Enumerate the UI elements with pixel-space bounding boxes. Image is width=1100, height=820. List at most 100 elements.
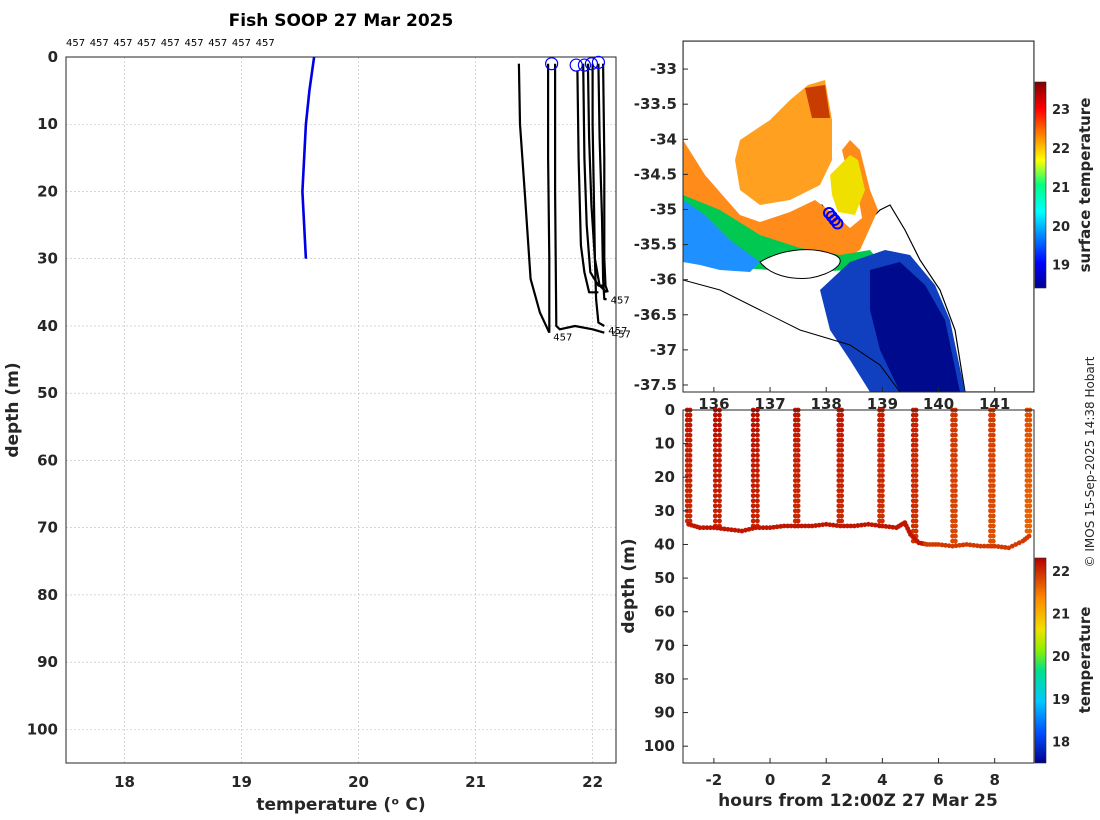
section-cast-point (755, 478, 760, 483)
section-cast-point (990, 493, 996, 499)
map-y-tick-label: -36 (650, 271, 677, 289)
section-cast-point (750, 498, 756, 504)
section-cast-point (795, 427, 801, 433)
section-cast-point (879, 478, 885, 483)
section-cast-point (755, 437, 760, 443)
section-cast-point (717, 473, 722, 478)
section-bottom-point (704, 525, 710, 531)
temperature-colorbar-tick-label: 20 (1052, 650, 1070, 665)
section-cast-point (1027, 442, 1033, 448)
section-bottom-point (865, 521, 871, 527)
section-bottom-point (953, 543, 959, 549)
section-cast-point (839, 432, 845, 438)
section-cast-point (795, 452, 801, 458)
section-cast-point (750, 508, 756, 514)
section-axes-frame (682, 409, 1035, 764)
section-cast-point (1027, 447, 1033, 453)
section-cast-point (712, 478, 718, 483)
section-bottom-point (848, 523, 854, 529)
section-cast-point (990, 538, 996, 544)
section-cast-point (879, 432, 885, 438)
section-cast-point (755, 432, 760, 438)
section-cast-point (952, 468, 958, 473)
section-cast-point (755, 458, 760, 463)
section-cast-point (952, 412, 958, 418)
section-cast-point (879, 437, 885, 443)
profile-x-tick-label: 18 (114, 773, 135, 791)
section-cast-point (712, 417, 718, 423)
section-cast-point (687, 417, 693, 423)
section-bottom-point (764, 525, 769, 531)
section-cast-point (750, 452, 756, 458)
section-cast-point (755, 488, 760, 494)
section-cast-point (952, 463, 958, 468)
section-bottom-point (971, 542, 977, 548)
section-cast-point (1027, 503, 1033, 509)
section-bottom-point (753, 525, 759, 531)
section-bottom-point (981, 543, 987, 549)
section-x-tick-label: 6 (933, 771, 943, 789)
section-cast-point (717, 463, 722, 468)
section-cast-point (795, 432, 801, 438)
section-bottom-point (757, 525, 762, 531)
section-bottom-point (1026, 533, 1032, 539)
profile-top-label: 457 (66, 38, 85, 49)
sst-colorbar (1034, 81, 1047, 289)
section-cast-point (712, 513, 718, 519)
section-bottom-point (760, 525, 766, 531)
section-bottom-point (774, 524, 780, 530)
section-cast-point (755, 503, 760, 509)
cast-profile-line (586, 63, 608, 294)
section-cast-point (712, 493, 718, 499)
section-cast-point (750, 518, 756, 524)
section-cast-point (687, 437, 693, 443)
temperature-colorbar-tick-label: 18 (1052, 736, 1070, 751)
map-x-tick-label: 139 (867, 395, 898, 413)
section-cast-point (1027, 518, 1033, 524)
section-cast-point (750, 483, 756, 489)
section-cast-point (990, 518, 996, 524)
section-cast-point (795, 503, 801, 509)
temperature-colorbar-tick-label: 22 (1052, 565, 1070, 580)
section-bottom-point (722, 526, 727, 532)
section-cast-point (952, 417, 958, 423)
section-cast-point (839, 437, 845, 443)
section-cast-point (1027, 412, 1033, 418)
section-cast-point (1027, 427, 1033, 433)
section-bottom-point (883, 524, 889, 529)
section-cast-point (952, 442, 958, 448)
sst-colorbar-label: surface temperature (1076, 98, 1094, 273)
section-cast-point (879, 452, 885, 458)
section-cast-point (717, 503, 722, 509)
section-cast-point (990, 458, 996, 463)
section-cast-point (913, 447, 919, 453)
section-cast-point (717, 468, 722, 473)
cast-profile-line (597, 63, 607, 301)
section-cast-point (750, 493, 756, 499)
section-cast-point (1027, 488, 1033, 494)
section-cast-point (712, 427, 718, 433)
section-cast-point (750, 422, 756, 428)
section-cast-point (712, 437, 718, 443)
shelf-contour (683, 279, 901, 392)
section-cast-point (952, 528, 958, 534)
section-cast-point (712, 473, 718, 478)
section-cast-point (879, 442, 885, 448)
section-y-tick-label: 10 (654, 435, 675, 453)
kangaroo-island (759, 249, 841, 279)
section-cast-point (687, 498, 693, 504)
section-x-ticks: -2 0 2 4 6 8 (706, 758, 1000, 789)
section-cast-point (687, 513, 693, 519)
section-cast-point (755, 412, 760, 418)
section-bottom-point (964, 542, 970, 547)
profile-top-label: 457 (161, 38, 180, 49)
map-x-ticks: 136 137 138 139 140 141 (698, 387, 1010, 413)
profile-top-label: 457 (256, 38, 275, 49)
section-cast-point (879, 463, 885, 468)
section-cast-point (879, 422, 885, 428)
section-cast-point (712, 447, 718, 453)
sst-colorbar-tick-label: 21 (1052, 181, 1070, 196)
section-cast-point (839, 513, 845, 519)
section-cast-point (795, 412, 801, 418)
section-y-label: depth (m) (619, 538, 639, 633)
